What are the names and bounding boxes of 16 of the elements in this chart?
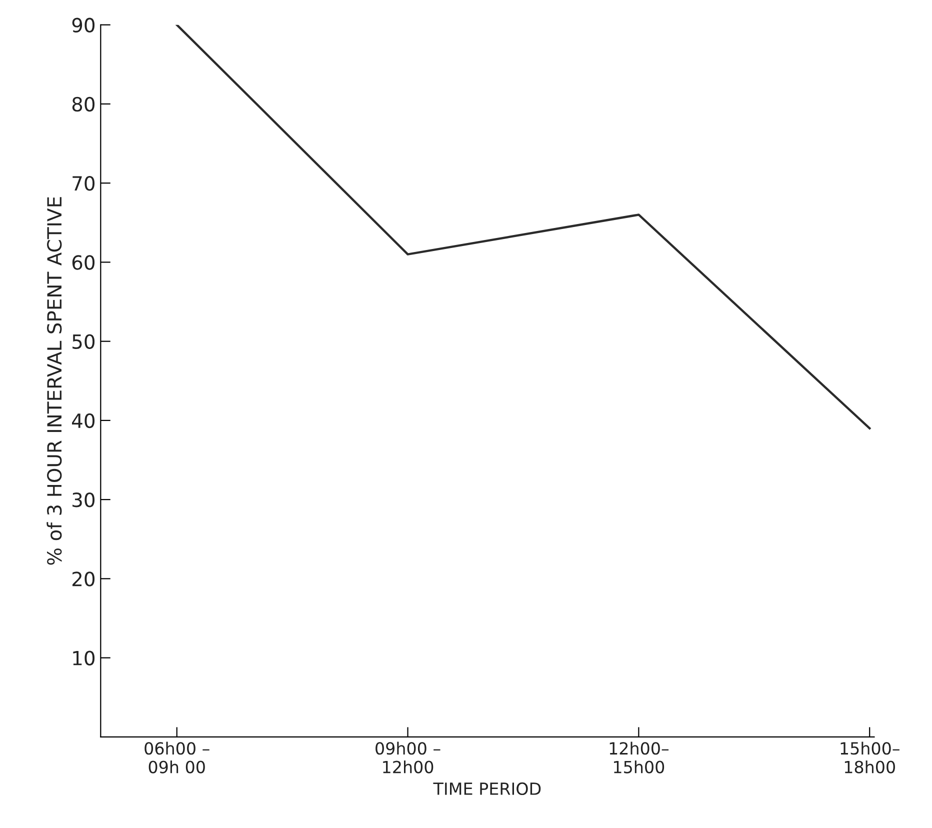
y-tick-label: 40: [72, 413, 95, 428]
line-series: [176, 24, 871, 430]
y-tick-label: 90: [72, 18, 95, 33]
y-tick-label: 30: [72, 492, 95, 508]
x-tick-label: 06h00 – 09h 00: [144, 742, 210, 774]
y-tick-label: 70: [72, 176, 95, 191]
y-axis-title: % of 3 HOUR INTERVAL SPENT ACTIVE: [46, 197, 62, 565]
y-tick-label: 50: [72, 334, 95, 349]
y-tick-label: 60: [72, 255, 95, 270]
y-tick-label: 10: [73, 650, 95, 666]
x-axis-title: TIME PERIOD: [433, 782, 541, 796]
y-tick-label: 80: [72, 96, 95, 112]
x-tick-label: 12h00– 15h00: [610, 742, 669, 774]
y-tick-label: 20: [72, 572, 95, 586]
x-tick-label: 09h00 – 12h00: [376, 742, 440, 774]
x-tick-label: 15h00– 18h00: [840, 742, 900, 774]
